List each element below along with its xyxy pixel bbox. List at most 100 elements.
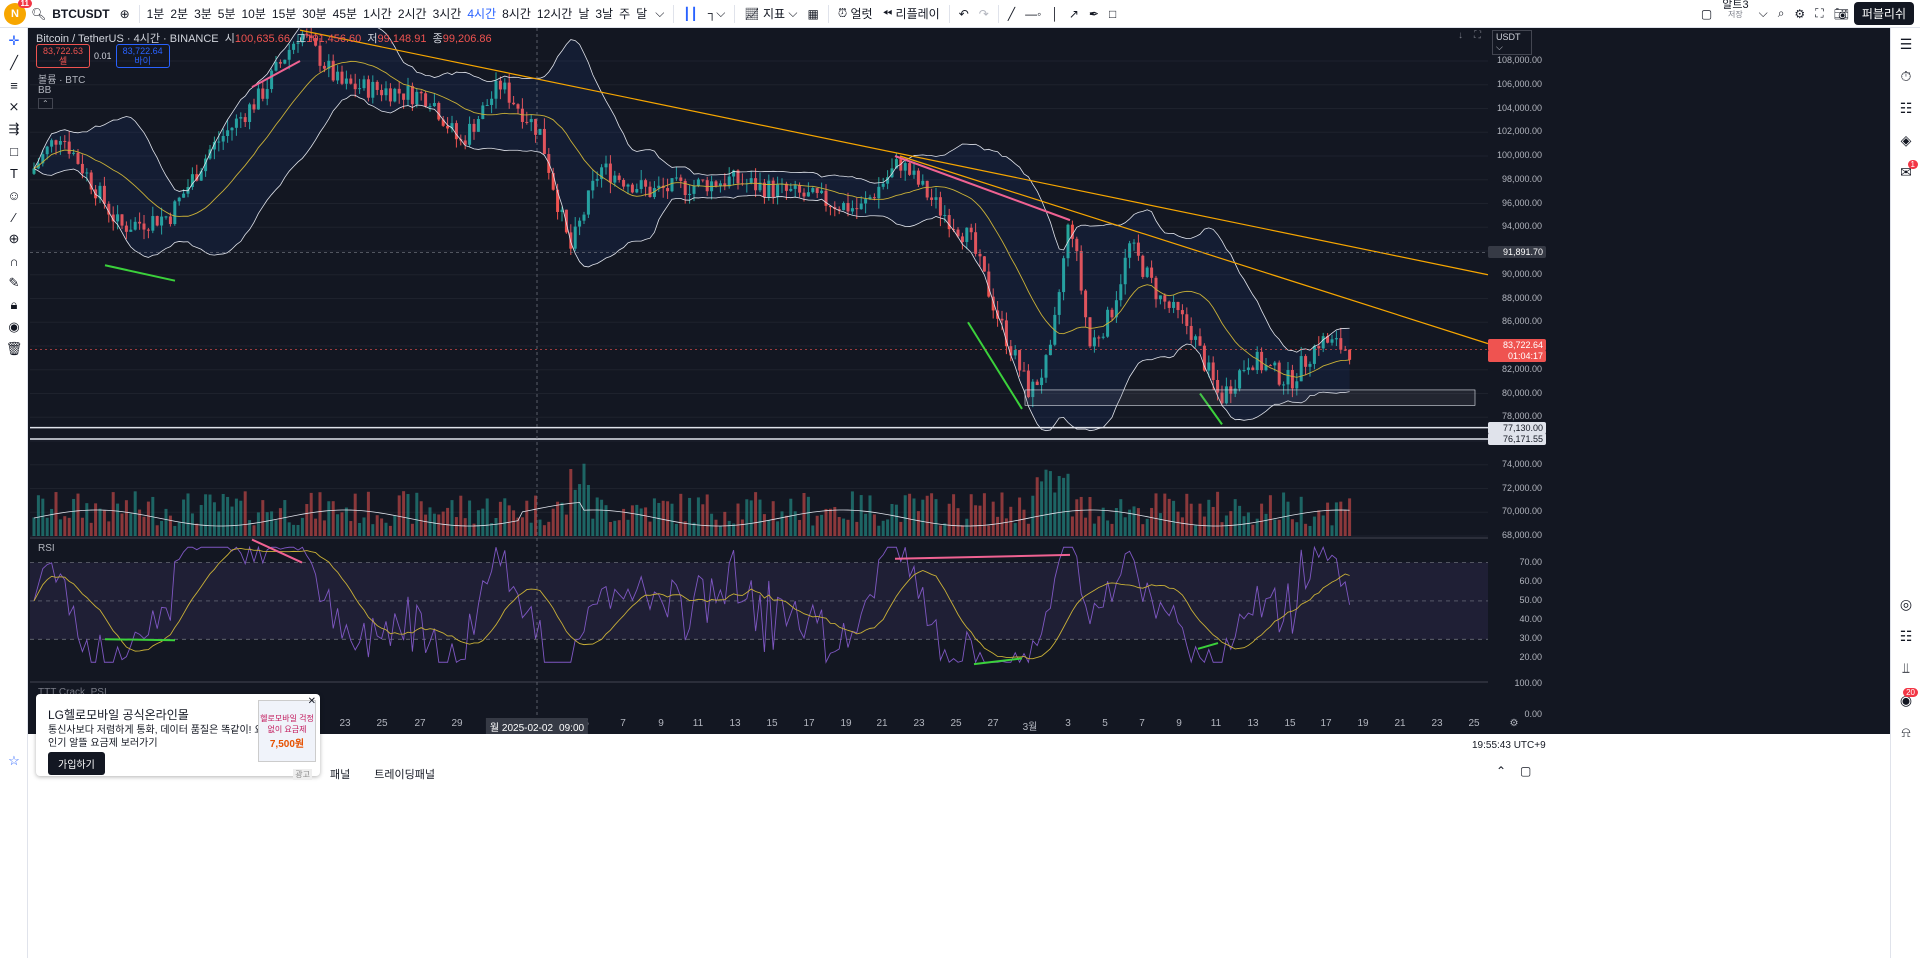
- broadcast-icon[interactable]: ◉ 20: [1891, 684, 1920, 716]
- collapse-panel-icon[interactable]: ⌃: [1496, 764, 1507, 778]
- volume-bar: [1167, 498, 1171, 536]
- utc-clock[interactable]: 19:55:43 UTC+9: [1472, 740, 1546, 751]
- tf-1M[interactable]: 달: [636, 7, 648, 21]
- symbol-search[interactable]: 🔍︎ BTCUSDT: [26, 0, 115, 28]
- chart-canvas[interactable]: [30, 28, 1888, 734]
- tf-1d[interactable]: 날: [578, 7, 590, 21]
- time-tick-label: 7: [620, 718, 626, 729]
- trash-icon[interactable]: 🗑︎: [5, 341, 23, 356]
- auto-scale-icon[interactable]: ⛶: [1474, 30, 1481, 41]
- tf-15m[interactable]: 15분: [271, 7, 297, 21]
- psi-legend[interactable]: TTT Crack_PSI: [38, 687, 107, 698]
- alert-button[interactable]: ⏰︎ 얼럿: [833, 0, 878, 28]
- chart-type-icon[interactable]: ┐⌵: [707, 6, 726, 20]
- currency-selector[interactable]: USDT ⌵: [1492, 30, 1532, 55]
- forecast-icon[interactable]: ⇶: [8, 121, 20, 136]
- tf-30m[interactable]: 30분: [302, 7, 327, 21]
- eye-icon[interactable]: ◉: [8, 319, 20, 334]
- price-axis[interactable]: 108,000.00 106,000.00 104,000.00 102,000.00…: [1488, 28, 1550, 734]
- collapse-legend-icon[interactable]: ⌃: [38, 98, 53, 109]
- close-icon[interactable]: ✕: [307, 696, 316, 707]
- stay-drawing-icon[interactable]: ✎: [8, 275, 20, 290]
- compare-add-icon[interactable]: ⊕: [119, 6, 130, 21]
- text-icon[interactable]: T: [10, 165, 18, 181]
- brush-tool-icon[interactable]: ✒: [1088, 6, 1099, 21]
- watchlist-icon[interactable]: ☰: [1899, 35, 1913, 52]
- ray-tool-icon[interactable]: ↗: [1068, 6, 1079, 21]
- legend-title[interactable]: Bitcoin / TetherUS · 4시간 · BINANCE: [36, 33, 219, 45]
- chart-area[interactable]: Bitcoin / TetherUS · 4시간 · BINANCE 시100,…: [30, 28, 1888, 734]
- crosshair-icon[interactable]: ✛: [8, 33, 20, 48]
- publish-button[interactable]: 퍼블리쉬: [1853, 2, 1914, 25]
- trendline-icon[interactable]: ╱: [10, 55, 18, 70]
- user-avatar[interactable]: N 11: [4, 0, 32, 25]
- tf-4h[interactable]: 4시간: [467, 7, 497, 21]
- tf-10m[interactable]: 10분: [241, 7, 266, 21]
- chevron-down-icon[interactable]: ⌵: [1758, 6, 1768, 20]
- tf-3d[interactable]: 3날: [595, 7, 614, 21]
- object-tree-icon[interactable]: ☷: [1899, 99, 1913, 116]
- layers-icon[interactable]: ◈: [1900, 131, 1912, 148]
- trendline-tool-icon[interactable]: ╱: [1007, 6, 1016, 21]
- rectangle-tool-icon[interactable]: □: [1108, 6, 1117, 21]
- camera-snapshot-icon[interactable]: 📷︎: [1833, 6, 1849, 21]
- zoom-in-icon[interactable]: ⊕: [8, 231, 20, 246]
- emoji-icon[interactable]: ☺: [7, 187, 21, 203]
- chevron-down-icon[interactable]: ⌵: [655, 6, 665, 20]
- tf-2m[interactable]: 2분: [170, 7, 189, 21]
- tf-12h[interactable]: 12시간: [536, 7, 573, 21]
- indicators-button[interactable]: 📈︎ 지표 ⌵: [744, 6, 798, 21]
- time-axis[interactable]: 232527295791113151719212325273월357911131…: [30, 714, 1888, 735]
- rsi-legend[interactable]: RSI: [38, 543, 55, 554]
- bb-legend[interactable]: BB: [38, 85, 52, 96]
- favorite-star-icon[interactable]: ☆: [8, 753, 20, 768]
- redo-icon[interactable]: ↷: [978, 6, 989, 21]
- tf-2h[interactable]: 2시간: [397, 7, 427, 21]
- fullscreen-icon[interactable]: ⛶: [1815, 6, 1824, 20]
- settings-gear-icon[interactable]: ⚙: [1794, 6, 1806, 21]
- rsi-divergence-line: [1197, 642, 1219, 650]
- alerts-clock-icon[interactable]: ⏱: [1900, 67, 1912, 84]
- tf-3h[interactable]: 3시간: [432, 7, 462, 21]
- magnet-icon[interactable]: ∩: [9, 253, 19, 269]
- candle-body: [1330, 339, 1334, 343]
- layout-grid-icon[interactable]: ▢: [1700, 6, 1713, 21]
- compass-icon[interactable]: ◎: [1899, 595, 1913, 612]
- shapes-icon[interactable]: □: [10, 143, 18, 159]
- scale-down-icon[interactable]: ↓: [1458, 30, 1463, 41]
- candle-type-icon[interactable]: ┃┃: [683, 6, 698, 21]
- tf-3m[interactable]: 3분: [194, 7, 212, 21]
- ad-popup[interactable]: LG헬로모바일 공식온라인몰 통신사보다 저렴하게 통화, 데이터 품질은 똑같…: [36, 694, 320, 780]
- tab-panel[interactable]: 패널: [330, 769, 351, 781]
- replay-button[interactable]: ⏪︎ 리플레이: [878, 0, 945, 28]
- volume-legend[interactable]: 볼륨 · BTC: [38, 75, 86, 86]
- horizontal-line-tool-icon[interactable]: —◦: [1025, 6, 1042, 21]
- pitchfork-icon[interactable]: ⫫: [1902, 659, 1910, 676]
- ruler-icon[interactable]: ∕: [12, 209, 16, 225]
- tf-8h[interactable]: 8시간: [502, 7, 531, 21]
- tab-trading-panel[interactable]: 트레이딩패널: [374, 769, 435, 781]
- tf-1m[interactable]: 1분: [146, 7, 165, 21]
- layout-name[interactable]: 알트3 저장: [1717, 0, 1753, 28]
- tf-5m[interactable]: 5분: [217, 7, 236, 21]
- bell-icon[interactable]: ⍾: [1901, 723, 1911, 740]
- calendar-icon[interactable]: ☷: [1899, 627, 1913, 644]
- chat-icon[interactable]: ✉ 1: [1891, 156, 1920, 188]
- ad-signup-button[interactable]: 가입하기: [48, 752, 105, 775]
- vertical-line-tool-icon[interactable]: │: [1051, 6, 1059, 21]
- maximize-panel-icon[interactable]: ▢: [1520, 764, 1532, 778]
- tf-45m[interactable]: 45분: [332, 7, 358, 21]
- tf-1w[interactable]: 주: [619, 7, 631, 21]
- candle-body: [560, 209, 564, 212]
- ad-image[interactable]: 헬로모바일 걱정없이 요금제 7,500원: [258, 700, 316, 762]
- fib-retracement-icon[interactable]: ≡: [10, 77, 18, 93]
- quick-search-icon[interactable]: ⌕: [1777, 6, 1785, 20]
- pattern-icon[interactable]: ⨯: [8, 99, 20, 114]
- tf-1h[interactable]: 1시간: [363, 7, 392, 21]
- time-axis-settings-icon[interactable]: ⚙: [1509, 718, 1519, 729]
- undo-icon[interactable]: ↶: [958, 6, 969, 21]
- lock-icon[interactable]: 🔒︎: [10, 297, 18, 312]
- buy-button[interactable]: 83,722.64 바이: [115, 44, 170, 68]
- templates-icon[interactable]: ▦: [807, 6, 819, 21]
- sell-button[interactable]: 83,722.63 셀: [36, 44, 91, 68]
